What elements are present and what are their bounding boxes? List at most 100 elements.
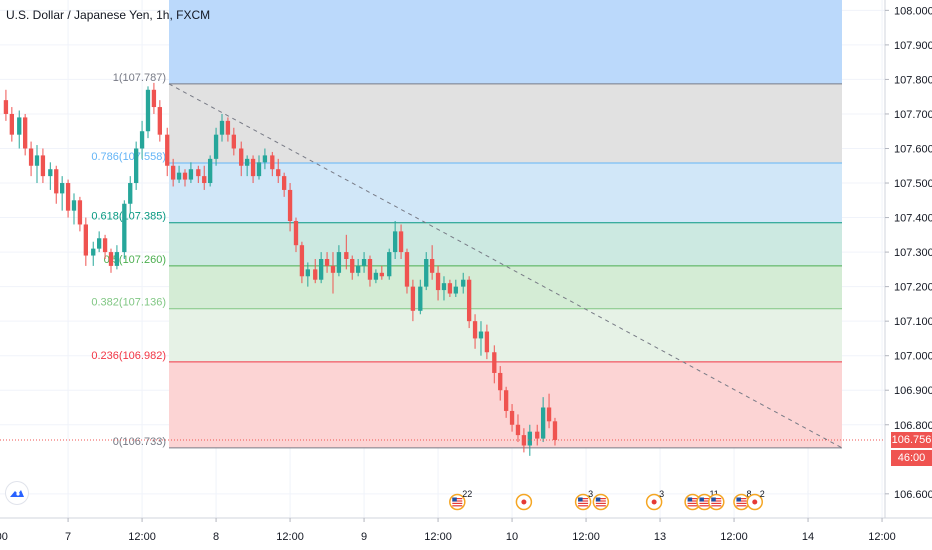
us-flag-event-icon [592,493,610,511]
candle [133,141,139,190]
event-count-label: 3 [659,489,664,499]
candle-body [515,424,521,436]
us-flag-event-icon [708,493,725,511]
candle [515,414,521,443]
flag-stripe [699,500,710,502]
candle-body [250,158,256,177]
flag-canton [578,497,583,502]
candle-body [114,252,120,266]
candle [219,113,225,142]
candle [139,120,145,159]
candle-body [281,176,287,190]
flag-stripe [578,502,589,504]
flag-stripe [452,498,463,500]
candle-body [287,189,293,222]
candle-body [484,331,490,353]
candle [324,252,330,273]
price-tick-label: 106.600 [894,489,932,501]
candle [151,82,157,114]
candle [225,117,231,142]
candle-body [350,259,355,273]
flag-stripe [699,498,710,500]
candle-body [239,148,244,166]
candle [466,276,472,329]
candle [108,248,114,273]
price-tick-label: 107.900 [894,40,932,52]
candle-body [9,113,14,135]
candle [91,241,96,266]
candle [65,179,71,218]
event-dot-icon [515,493,533,511]
candle [293,217,299,253]
candle-body [466,279,472,322]
time-tick-label: 12:00 [572,531,600,543]
candle-body [498,372,503,391]
candle [122,200,127,259]
flag-stripe [711,505,722,507]
candle [367,255,373,287]
event-count-label: 22 [462,489,472,499]
candle-body [256,162,262,177]
flag-stripe [711,502,722,504]
candle-body [305,269,310,277]
candle-body [361,259,367,266]
candle [509,404,515,432]
flag-stripe [736,498,747,500]
candle-body [202,176,207,184]
candle [276,158,281,184]
price-tick-label: 107.500 [894,178,932,190]
candle [176,165,182,184]
candle-body [429,259,435,273]
tradingview-logo-icon[interactable] [6,482,28,504]
price-tick-label: 106.900 [894,385,932,397]
candle-body [527,431,532,446]
candle [231,127,236,156]
candle-body [478,331,484,339]
candle [165,127,170,177]
candle [114,245,120,270]
candle-body [231,134,236,149]
candle-body [435,272,441,291]
candle [336,245,342,277]
candle-body [225,120,231,135]
flag-stripe [595,500,606,502]
candle [540,397,546,443]
candle [59,176,65,211]
fib-level-label: 0(106.733) [113,436,166,448]
price-tick-label: 106.800 [894,420,932,432]
price-tick-label: 107.300 [894,247,932,259]
candle-body [461,279,466,287]
candle [472,314,478,349]
fib-level-label: 0.5(107.260) [104,254,166,266]
candle-body [65,183,71,211]
candle-body [453,286,458,294]
flag-stripe [711,498,722,500]
candle-body [122,203,127,253]
candle-body [447,283,453,294]
candle [157,100,162,142]
price-tick-label: 107.700 [894,109,932,121]
time-tick-label: 12:00 [720,531,748,543]
fib-zone [169,308,842,362]
candle [34,145,40,184]
event-count-label: 2 [760,489,765,499]
candle [207,155,213,187]
flag-canton [711,497,716,502]
candle-body [157,107,162,135]
event-dot-icon: 3 [645,489,664,511]
us-flag-event-icon: 3 [574,489,593,511]
candle-body [207,158,213,184]
candle [3,89,9,121]
candle-body [34,155,40,166]
candle-body [128,183,133,204]
fib-level-label: 1(107.787) [113,72,166,84]
candle-body [373,272,379,280]
candle-body [509,410,515,425]
candle-body [330,265,336,273]
time-tick-label: 7 [65,531,71,543]
price-tick-label: 107.100 [894,316,932,328]
candle [28,141,34,177]
candle [387,248,392,280]
flag-stripe [711,500,722,502]
